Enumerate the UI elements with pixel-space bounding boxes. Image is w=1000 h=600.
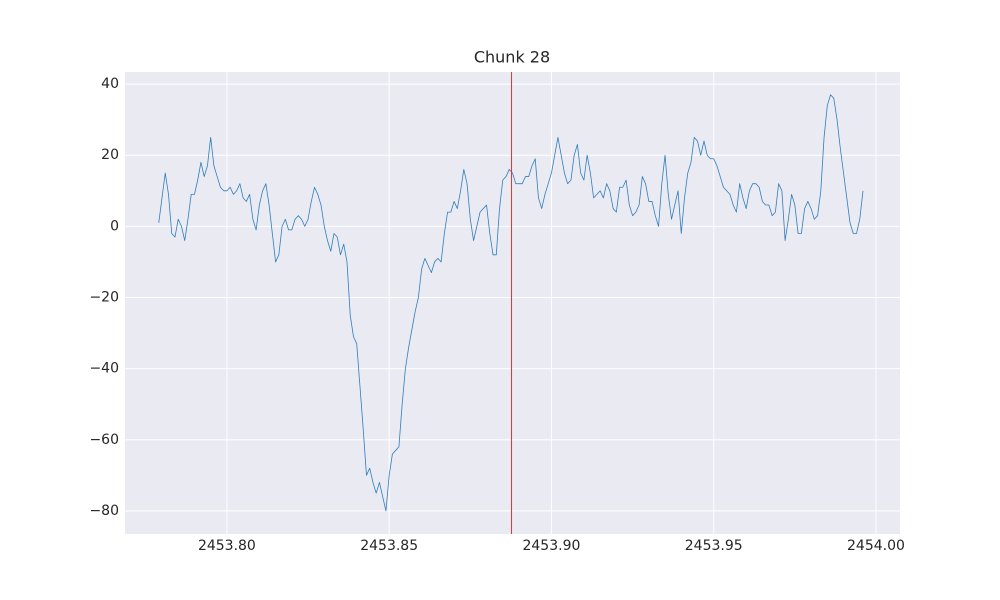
x-tick-label: 2453.80 bbox=[198, 538, 256, 554]
y-tick-label: −20 bbox=[89, 289, 119, 305]
y-tick-label: 0 bbox=[110, 218, 119, 234]
chart-title: Chunk 28 bbox=[474, 48, 550, 67]
y-tick-label: −60 bbox=[89, 432, 119, 448]
x-tick-label: 2454.00 bbox=[847, 538, 905, 554]
data-line bbox=[158, 94, 864, 512]
y-tick-label: −40 bbox=[89, 361, 119, 377]
y-tick-label: −80 bbox=[89, 503, 119, 519]
x-tick-label: 2453.90 bbox=[522, 538, 580, 554]
plot-area bbox=[125, 72, 900, 534]
y-tick-label: 40 bbox=[101, 76, 119, 92]
x-tick-label: 2453.85 bbox=[360, 538, 418, 554]
x-tick-label: 2453.95 bbox=[685, 538, 743, 554]
y-tick-label: 20 bbox=[101, 147, 119, 163]
